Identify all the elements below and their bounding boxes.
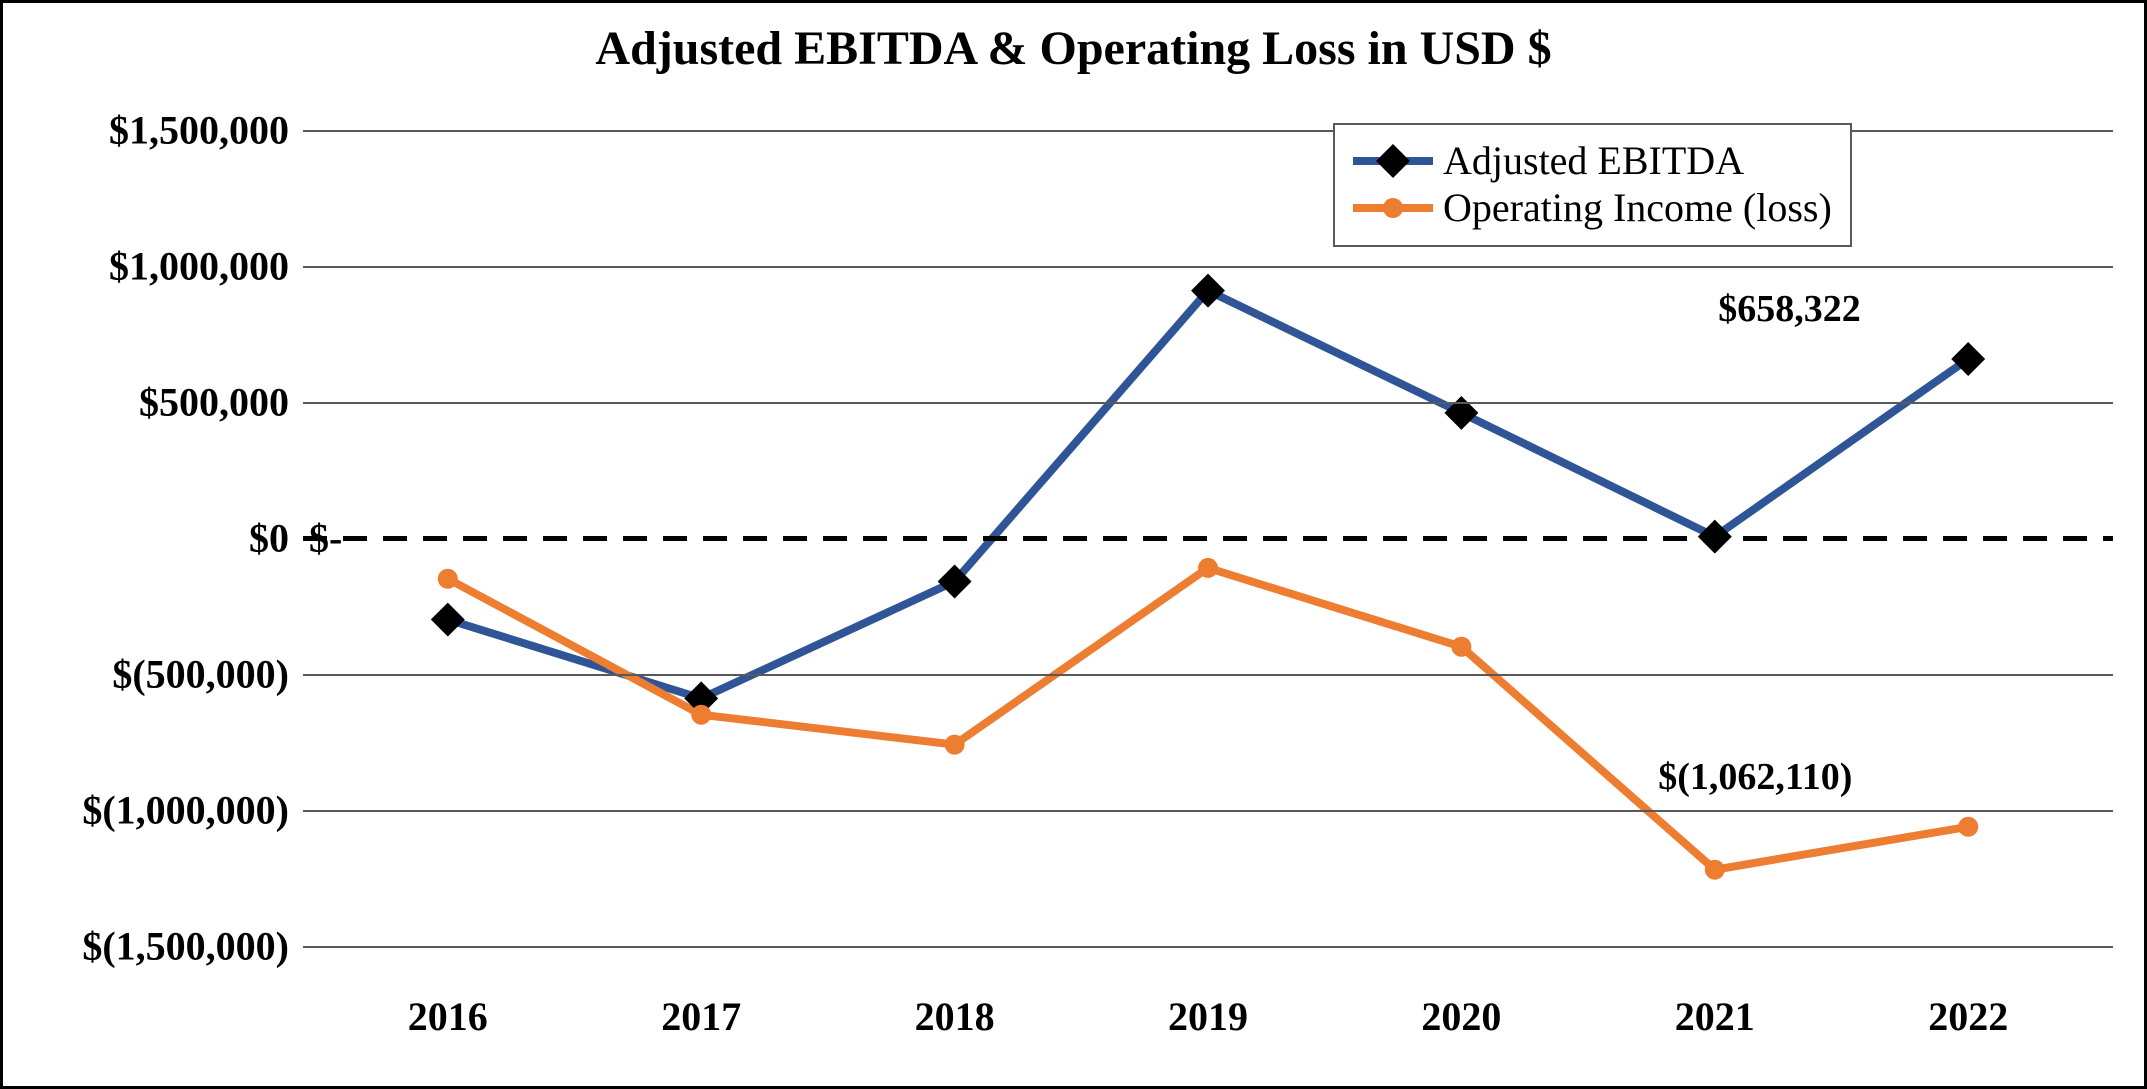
gridline: [303, 674, 2113, 676]
x-axis-tick-label: 2022: [1928, 973, 2008, 1040]
chart-title: Adjusted EBITDA & Operating Loss in USD …: [3, 21, 2144, 76]
y-axis-tick-label: $500,000: [139, 379, 303, 426]
diamond-marker-icon: [1376, 144, 1410, 178]
legend-item: Adjusted EBITDA: [1353, 137, 1832, 184]
series-marker: [938, 565, 972, 599]
series-marker: [1705, 860, 1725, 880]
data-label: $(1,062,110): [1658, 755, 1852, 799]
x-axis-tick-label: 2016: [408, 973, 488, 1040]
y-axis-tick-label: $(500,000): [112, 650, 303, 697]
series-marker: [438, 569, 458, 589]
y-axis-tick-label: $0: [249, 515, 303, 562]
legend-label: Adjusted EBITDA: [1443, 137, 1744, 184]
y-axis-tick-label: $1,500,000: [109, 107, 303, 154]
series-marker: [1951, 342, 1985, 376]
legend-swatch: [1353, 149, 1433, 173]
legend-item: Operating Income (loss): [1353, 184, 1832, 231]
zero-line-extra-label: $-: [309, 515, 342, 562]
series-marker: [691, 705, 711, 725]
x-axis-tick-label: 2018: [915, 973, 995, 1040]
series-marker: [431, 603, 465, 637]
series-marker: [1451, 637, 1471, 657]
series-marker: [1958, 817, 1978, 837]
x-axis-tick-label: 2020: [1421, 973, 1501, 1040]
legend-label: Operating Income (loss): [1443, 184, 1832, 231]
circle-marker-icon: [1383, 198, 1403, 218]
chart-container: Adjusted EBITDA & Operating Loss in USD …: [0, 0, 2147, 1089]
legend: Adjusted EBITDAOperating Income (loss): [1333, 123, 1852, 247]
gridline: [303, 402, 2113, 404]
x-axis-tick-label: 2017: [661, 973, 741, 1040]
x-axis-tick-label: 2021: [1675, 973, 1755, 1040]
series-marker: [945, 735, 965, 755]
series-marker: [1444, 396, 1478, 430]
series-marker: [1198, 558, 1218, 578]
gridline: [303, 810, 2113, 812]
y-axis-tick-label: $(1,000,000): [82, 786, 303, 833]
gridline: [303, 266, 2113, 268]
y-axis-tick-label: $1,000,000: [109, 243, 303, 290]
y-axis-tick-label: $(1,500,000): [82, 922, 303, 969]
x-axis-tick-label: 2019: [1168, 973, 1248, 1040]
series-marker: [1191, 274, 1225, 308]
gridline: [303, 946, 2113, 948]
legend-swatch: [1353, 196, 1433, 220]
data-label: $658,322: [1718, 287, 1861, 331]
